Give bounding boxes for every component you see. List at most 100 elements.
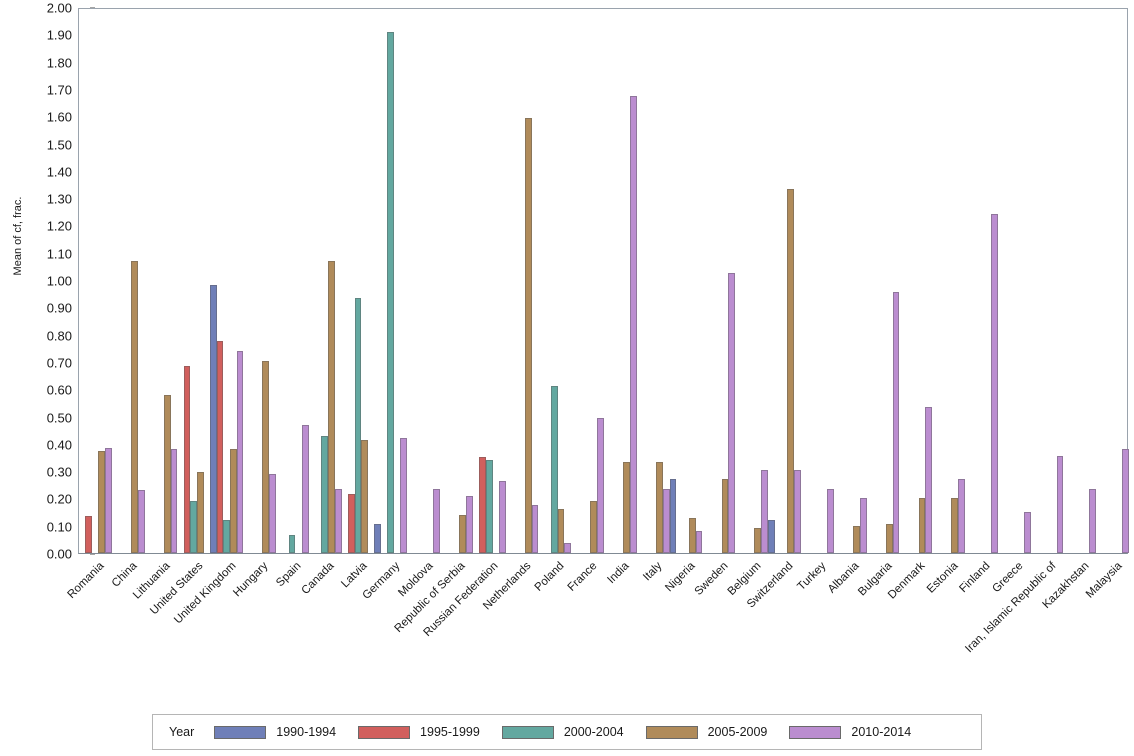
bar[interactable]	[137, 490, 145, 553]
bar[interactable]	[328, 260, 335, 553]
y-tick-label: 0.00	[46, 546, 72, 562]
bar-group	[407, 9, 440, 553]
legend-item[interactable]: 1995-1999	[358, 725, 480, 739]
bar[interactable]	[990, 214, 998, 553]
x-tick-label: Sweden	[692, 560, 731, 598]
bar[interactable]	[387, 31, 395, 553]
legend-label: 1995-1999	[420, 725, 480, 739]
bar[interactable]	[1056, 456, 1064, 553]
bar-group	[768, 9, 801, 553]
bar[interactable]	[459, 514, 466, 553]
y-tick-label: 1.70	[46, 82, 72, 98]
bar[interactable]	[925, 406, 933, 553]
bar-group	[538, 9, 572, 553]
bar[interactable]	[170, 449, 178, 553]
bar[interactable]	[669, 479, 677, 553]
bar[interactable]	[1122, 449, 1129, 553]
bar[interactable]	[163, 394, 171, 553]
bar[interactable]	[197, 472, 204, 553]
bar[interactable]	[524, 117, 532, 553]
bar[interactable]	[334, 488, 342, 553]
bar-group	[735, 9, 769, 553]
bar[interactable]	[590, 501, 598, 553]
legend-label: 2010-2014	[851, 725, 912, 739]
bar-group	[637, 9, 670, 553]
y-tick-label: 1.20	[46, 218, 72, 234]
legend-item[interactable]: 2000-2004	[501, 725, 624, 739]
bar[interactable]	[269, 473, 276, 553]
legend-item[interactable]: 2010-2014	[789, 725, 911, 739]
bar[interactable]	[479, 457, 486, 553]
bar[interactable]	[485, 460, 493, 553]
bar[interactable]	[190, 501, 198, 553]
bar[interactable]	[768, 520, 775, 553]
bar[interactable]	[374, 524, 382, 553]
y-tick-label: 0.10	[46, 519, 72, 535]
bar[interactable]	[347, 494, 355, 553]
bar[interactable]	[564, 543, 572, 553]
y-tick-label: 1.40	[46, 164, 72, 180]
legend-swatch	[645, 725, 698, 739]
bar[interactable]	[728, 273, 736, 553]
bar[interactable]	[183, 366, 191, 553]
legend-item[interactable]: 1990-1994	[214, 725, 336, 739]
bar[interactable]	[721, 479, 729, 553]
bar[interactable]	[223, 520, 230, 553]
bar[interactable]	[498, 480, 506, 553]
bar[interactable]	[210, 285, 217, 553]
bar[interactable]	[662, 488, 670, 553]
bar[interactable]	[852, 525, 860, 553]
bar[interactable]	[229, 449, 237, 553]
bar[interactable]	[787, 188, 795, 553]
bar[interactable]	[826, 488, 834, 553]
bar[interactable]	[85, 516, 93, 553]
bar[interactable]	[623, 461, 631, 553]
bar[interactable]	[361, 439, 369, 553]
bar[interactable]	[688, 517, 696, 553]
bar[interactable]	[216, 341, 224, 553]
bar[interactable]	[321, 435, 329, 553]
legend-label: 2005-2009	[707, 725, 768, 739]
bar[interactable]	[951, 498, 959, 553]
bar[interactable]	[131, 260, 138, 553]
x-tick-label: Latvia	[339, 560, 370, 591]
bar[interactable]	[754, 528, 762, 553]
bar[interactable]	[656, 461, 663, 553]
bar[interactable]	[433, 488, 440, 553]
bar[interactable]	[918, 498, 926, 553]
bar[interactable]	[597, 417, 604, 553]
bar[interactable]	[98, 450, 106, 553]
y-tick-label: 0.60	[46, 382, 72, 398]
y-tick-label: 2.00	[46, 0, 72, 16]
y-tick-label: 1.90	[46, 27, 72, 43]
bar[interactable]	[885, 524, 893, 553]
bar[interactable]	[958, 479, 965, 553]
bar[interactable]	[288, 535, 296, 553]
bar[interactable]	[1023, 512, 1031, 553]
y-tick-label: 0.90	[46, 300, 72, 316]
bar[interactable]	[761, 469, 769, 553]
bar[interactable]	[354, 297, 362, 553]
bar-group	[834, 9, 867, 553]
bar[interactable]	[262, 360, 270, 553]
bar[interactable]	[400, 438, 408, 553]
y-axis-ticks: 0.00 0.10 0.20 0.30 0.40 0.50 0.60 0.70 0.80 0.90…	[18, 0, 95, 756]
bar[interactable]	[794, 469, 801, 553]
legend-items: 1990-1994 1995-1999 2000-2004 2005-2009 2010…	[214, 725, 933, 739]
bar-group	[112, 9, 145, 553]
legend-title: Year	[169, 725, 195, 739]
bar[interactable]	[892, 292, 900, 553]
bar[interactable]	[236, 350, 244, 553]
bar[interactable]	[1089, 488, 1097, 553]
legend-item[interactable]: 2005-2009	[645, 725, 768, 739]
bar[interactable]	[557, 509, 565, 553]
bar[interactable]	[105, 447, 112, 553]
bar[interactable]	[695, 531, 703, 553]
bar[interactable]	[859, 498, 867, 553]
bar[interactable]	[301, 424, 309, 553]
bar[interactable]	[531, 505, 539, 553]
y-tick-mark	[90, 553, 95, 555]
bar[interactable]	[465, 495, 473, 553]
bar[interactable]	[630, 95, 637, 553]
bar[interactable]	[551, 386, 558, 553]
